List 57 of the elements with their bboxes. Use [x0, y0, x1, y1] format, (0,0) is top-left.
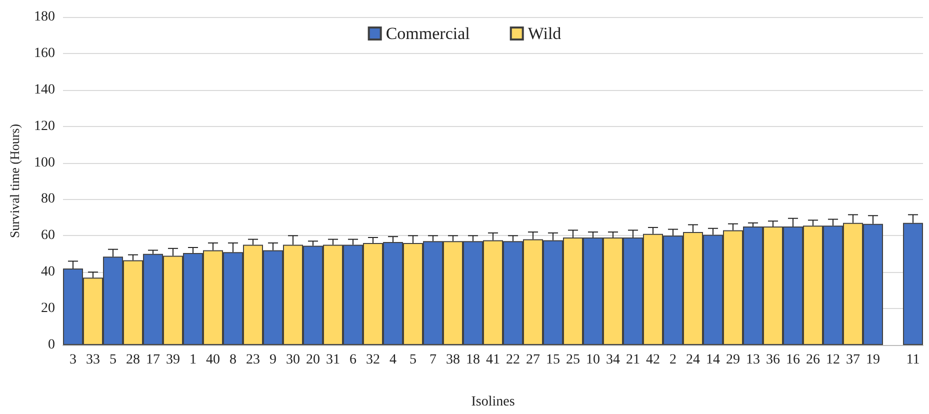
y-tick-label: 140: [34, 82, 55, 98]
x-tick-label: 21: [626, 352, 640, 368]
x-tick-label: 17: [146, 352, 160, 368]
x-tick-label: 23: [246, 352, 260, 368]
y-axis-title: Survival time (Hours): [7, 124, 22, 238]
x-tick-label: 13: [746, 352, 760, 368]
x-axis-title: Isolines: [471, 394, 515, 410]
x-tick-label: 22: [506, 352, 520, 368]
x-tick-label: 32: [366, 352, 380, 368]
x-tick-label: 9: [270, 352, 276, 368]
x-tick-label: 15: [546, 352, 560, 368]
x-tick-label: 40: [206, 352, 220, 368]
y-tick-label: 160: [34, 46, 55, 61]
x-tick-label: 31: [326, 352, 340, 368]
x-tick-label: 4: [390, 352, 396, 368]
x-tick-label: 25: [566, 352, 580, 368]
x-tick-label: 38: [446, 352, 460, 368]
bar: [903, 222, 923, 345]
y-tick-label: 60: [41, 228, 55, 244]
x-tick-label: 8: [230, 352, 236, 368]
y-tick-label: 40: [41, 264, 55, 280]
x-tick-label: 1: [190, 352, 196, 368]
x-tick-label: 18: [466, 352, 480, 368]
x-tick-label: 24: [686, 352, 700, 368]
x-tick-label: 14: [706, 352, 720, 368]
x-tick-label: 37: [846, 352, 860, 368]
x-tick-label: 26: [806, 352, 820, 368]
x-tick-label: 11: [906, 352, 920, 368]
legend-label: Wild: [528, 24, 562, 43]
x-tick-label: 5: [410, 352, 416, 368]
x-tick-label: 3: [70, 352, 76, 368]
y-tick-label: 100: [34, 155, 55, 170]
x-tick-label: 12: [826, 352, 840, 368]
x-tick-label: 36: [766, 352, 780, 368]
x-tick-label: 16: [786, 352, 800, 368]
y-tick-label: 80: [41, 192, 55, 207]
x-tick-label: 27: [526, 352, 540, 368]
x-tick-label: 42: [646, 352, 660, 368]
y-tick-label: 0: [48, 338, 55, 352]
y-tick-label: 120: [34, 118, 55, 134]
x-tick-label: 19: [866, 352, 880, 368]
x-tick-label: 30: [286, 352, 300, 368]
y-tick-label: 180: [34, 10, 55, 24]
x-tick-label: 41: [486, 352, 500, 368]
x-tick-label: 39: [166, 352, 180, 368]
x-tick-label: 34: [606, 352, 620, 368]
x-tick-label: 5: [110, 352, 116, 368]
x-tick-label: 33: [86, 352, 100, 368]
x-tick-label: 29: [726, 352, 740, 368]
x-tick-label: 28: [126, 352, 140, 368]
x-tick-label: 20: [306, 352, 320, 368]
legend-label: Commercial: [386, 24, 470, 43]
x-tick-label: 10: [586, 352, 600, 368]
x-tick-label: 2: [670, 352, 676, 368]
x-tick-label: 7: [430, 352, 436, 368]
x-tick-label: 6: [350, 352, 356, 368]
y-tick-label: 20: [41, 301, 55, 316]
